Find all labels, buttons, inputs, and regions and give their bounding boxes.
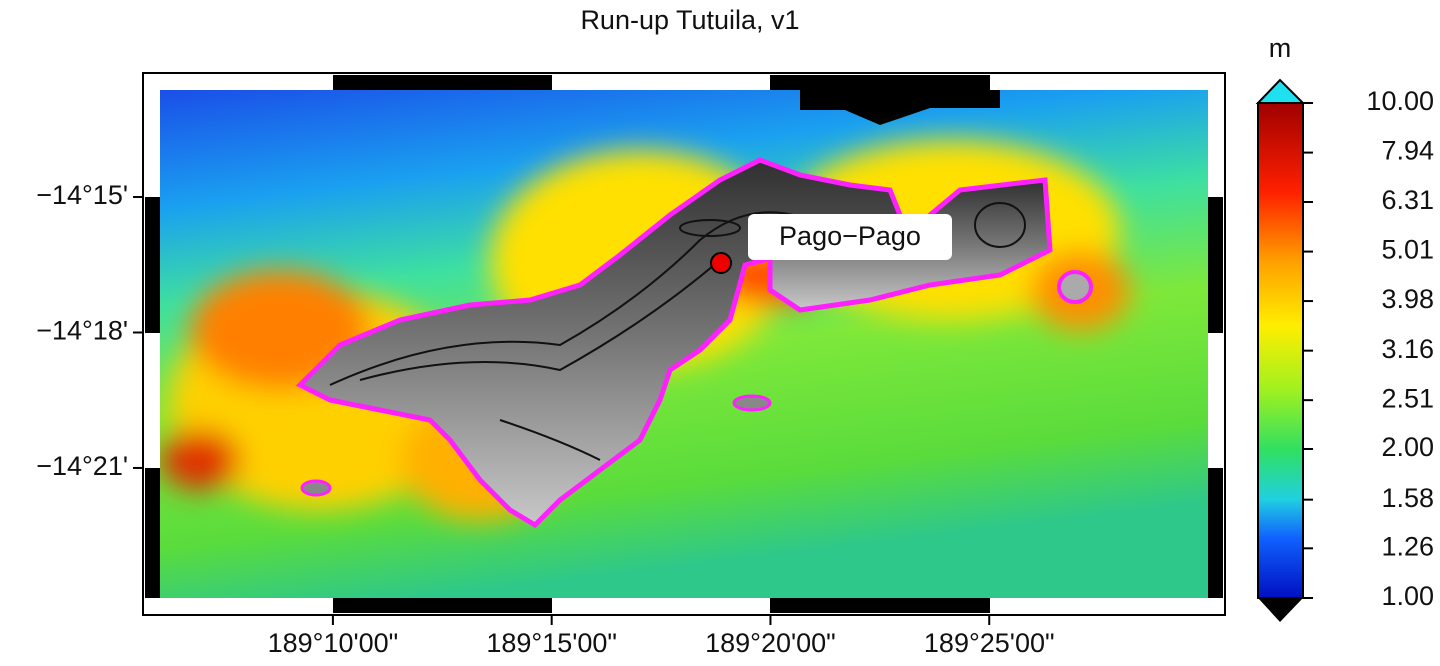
colorbar-tick-label: 6.31 <box>1381 185 1434 215</box>
colorbar-under <box>1258 598 1303 622</box>
colorbar-tick-label: 7.94 <box>1381 136 1434 166</box>
label-box <box>748 214 952 260</box>
colorbar-tick-label: 1.58 <box>1381 483 1434 513</box>
colorbar-tick-label: 3.16 <box>1381 334 1434 364</box>
colorbar-tick-label: 2.51 <box>1381 383 1434 413</box>
axes: 189°10'00" 189°15'00" 189°20'00" 189°25'00"… <box>36 180 1054 658</box>
place-label: Pago−Pago <box>779 221 921 251</box>
colorbar-tick-label: 2.00 <box>1381 432 1434 462</box>
colorbar-unit: m <box>1269 33 1292 63</box>
map-title: Run-up Tutuila, v1 <box>580 5 799 35</box>
colorbar-tick-label: 10.00 <box>1366 86 1434 116</box>
y-tick-label: −14°15' <box>36 180 128 210</box>
x-tick-label: 189°15'00" <box>486 628 617 658</box>
colorbar-over <box>1255 78 1306 104</box>
x-tick-label: 189°25'00" <box>924 628 1055 658</box>
x-tick-label: 189°20'00" <box>705 628 836 658</box>
frame-bars <box>145 75 1223 613</box>
colorbar-tick-label: 3.98 <box>1381 284 1434 314</box>
x-tick-label: 189°10'00" <box>268 628 399 658</box>
y-tick-label: −14°18' <box>36 316 128 346</box>
colorbar-tick-label: 1.26 <box>1381 531 1434 561</box>
location-marker <box>710 252 732 274</box>
run-up-field: Pago−Pago <box>160 90 1208 598</box>
y-tick-label: −14°21' <box>36 451 128 481</box>
colorbar-tick-label: 1.00 <box>1381 581 1434 611</box>
colorbar <box>1257 102 1304 599</box>
colorbar-tick-label: 5.01 <box>1381 235 1434 265</box>
